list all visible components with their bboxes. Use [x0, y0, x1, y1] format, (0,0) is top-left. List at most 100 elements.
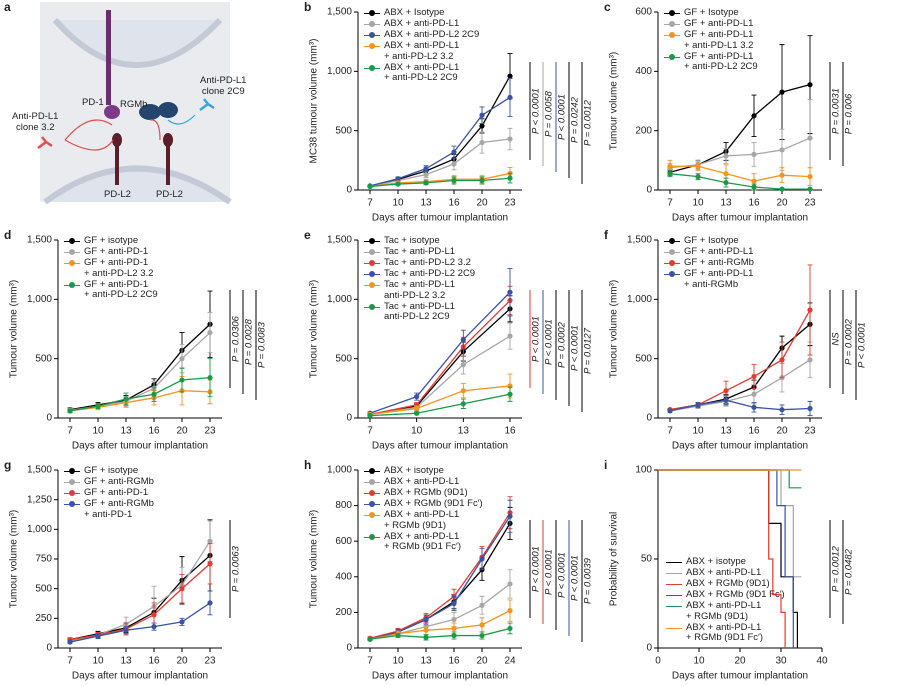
data-point: [807, 135, 813, 141]
legend-dot: [669, 271, 675, 277]
legend-swatch: [364, 236, 380, 246]
y-axis-title: Tumour volume (mm³): [9, 280, 20, 379]
data-point: [423, 166, 429, 172]
p-value: P = 0.0039: [583, 557, 594, 604]
legend-label: GF + anti-RGMb: [684, 257, 754, 268]
legend-dot: [669, 260, 675, 266]
y-tick-label: 400: [635, 66, 652, 77]
data-point: [507, 391, 513, 397]
x-tick-label: 20: [176, 656, 188, 667]
legend-item: ABX + Isotype: [364, 7, 479, 19]
legend-dot: [369, 512, 375, 518]
panel-label: f: [604, 228, 609, 242]
y-axis-title: Tumour volume (mm³): [9, 510, 20, 609]
legend-swatch: [664, 19, 680, 29]
legend-dot: [369, 479, 375, 485]
y-tick-label: 200: [335, 607, 352, 618]
legend-line: [666, 606, 682, 608]
data-point: [423, 616, 429, 623]
legend-label: GF + anti-PD-L1 + anti-PD-L2 2C9: [684, 50, 758, 72]
legend-label: Tac + anti-PD-L1 anti-PD-L2 3.2: [384, 279, 456, 301]
x-tick-label: 7: [67, 426, 73, 437]
legend-label: ABX + anti-PD-L1 + RGMb (9D1 Fc′): [384, 530, 462, 552]
x-tick-label: 16: [748, 426, 760, 437]
data-point: [723, 153, 729, 159]
series-line: [69, 602, 211, 643]
legend-dot: [69, 468, 75, 474]
p-value: P = 0.0012: [583, 99, 594, 146]
p-value: P = 0.0012: [831, 545, 842, 592]
y-tick-label: 1,000: [327, 294, 352, 305]
data-point: [479, 177, 485, 184]
legend: GF + Isotype GF + anti-PD-L1 GF + anti-PD-…: [664, 7, 758, 73]
data-point: [667, 408, 673, 414]
legend-label: ABX + RGMb (9D1): [384, 487, 468, 498]
x-tick-label: 10: [693, 656, 705, 667]
data-point: [751, 178, 757, 184]
y-tick-label: 1,000: [27, 294, 52, 305]
x-tick-label: 16: [748, 198, 760, 209]
p-value: P = 0.0482: [844, 548, 855, 595]
panel-label: c: [604, 0, 611, 14]
data-point: [451, 149, 457, 155]
data-point: [451, 632, 457, 639]
data-point: [695, 163, 701, 169]
data-point: [479, 112, 485, 118]
legend-label: GF + Isotype: [684, 235, 739, 246]
legend-dot: [69, 281, 75, 288]
series-line: [69, 554, 211, 641]
legend-item: Tac + anti-PD-L1 anti-PD-L2 2C9: [364, 301, 475, 323]
x-tick-label: 24: [504, 656, 516, 667]
legend-item: ABX + RGMb (9D1): [666, 578, 785, 590]
legend-item: ABX + anti-PD-L1 + RGMb (9D1 Fc′): [364, 530, 483, 553]
data-point: [395, 176, 401, 182]
x-tick-label: 7: [367, 198, 373, 209]
legend-dot: [369, 64, 375, 71]
y-tick-label: 1,500: [27, 235, 52, 246]
y-axis-title: Tumour volume (mm³): [309, 280, 320, 379]
legend-item: GF + Isotype: [664, 235, 754, 247]
y-tick-label: 200: [635, 125, 652, 136]
p-value: P = 0.006: [844, 93, 855, 134]
legend-label: ABX + RGMb (9D1): [686, 578, 770, 589]
legend-item: ABX + RGMb (9D1): [364, 487, 483, 499]
diagram-label: RGMb: [120, 99, 148, 110]
legend-swatch: [364, 247, 380, 257]
data-point: [751, 391, 757, 397]
legend: ABX + isotype ABX + anti-PD-L1 ABX + RGMb …: [666, 556, 785, 644]
data-point: [779, 147, 785, 153]
y-tick-label: 750: [35, 554, 52, 565]
data-point: [751, 404, 757, 410]
data-point: [423, 627, 429, 633]
x-tick-label: 10: [92, 426, 104, 437]
legend-label: Tac + isotype: [384, 235, 440, 246]
p-value: P < 0.0001: [531, 88, 542, 134]
y-tick-label: 0: [346, 185, 352, 196]
p-value: P = 0.0028: [244, 318, 255, 365]
x-tick-label: 16: [148, 656, 160, 667]
legend-swatch: [364, 466, 380, 476]
legend-swatch: [364, 488, 380, 498]
legend-swatch: [666, 601, 682, 611]
legend-swatch: [64, 236, 80, 246]
data-point: [779, 186, 785, 192]
legend-item: GF + Isotype: [664, 7, 758, 19]
data-point: [507, 73, 513, 79]
legend-label: GF + isotype: [84, 465, 139, 476]
legend-dot: [369, 32, 375, 38]
chart: h Tumour volume (mm³) Days after tumour im…: [304, 458, 594, 681]
panel-label: g: [4, 458, 11, 472]
legend-dot: [369, 10, 375, 16]
series-line: [369, 177, 511, 188]
data-point: [723, 171, 729, 177]
x-tick-label: 16: [448, 656, 460, 667]
diagram-label: PD-L2: [104, 189, 131, 200]
legend-item: GF + anti-RGMb: [664, 257, 754, 269]
data-point: [695, 402, 701, 408]
legend-dot: [369, 260, 375, 266]
x-tick-label: 10: [392, 656, 404, 667]
y-axis-title: MC38 tumour volume (mm³): [309, 38, 320, 163]
x-tick-label: 16: [448, 198, 460, 209]
series-line: [69, 563, 211, 641]
legend-dot: [669, 32, 675, 38]
